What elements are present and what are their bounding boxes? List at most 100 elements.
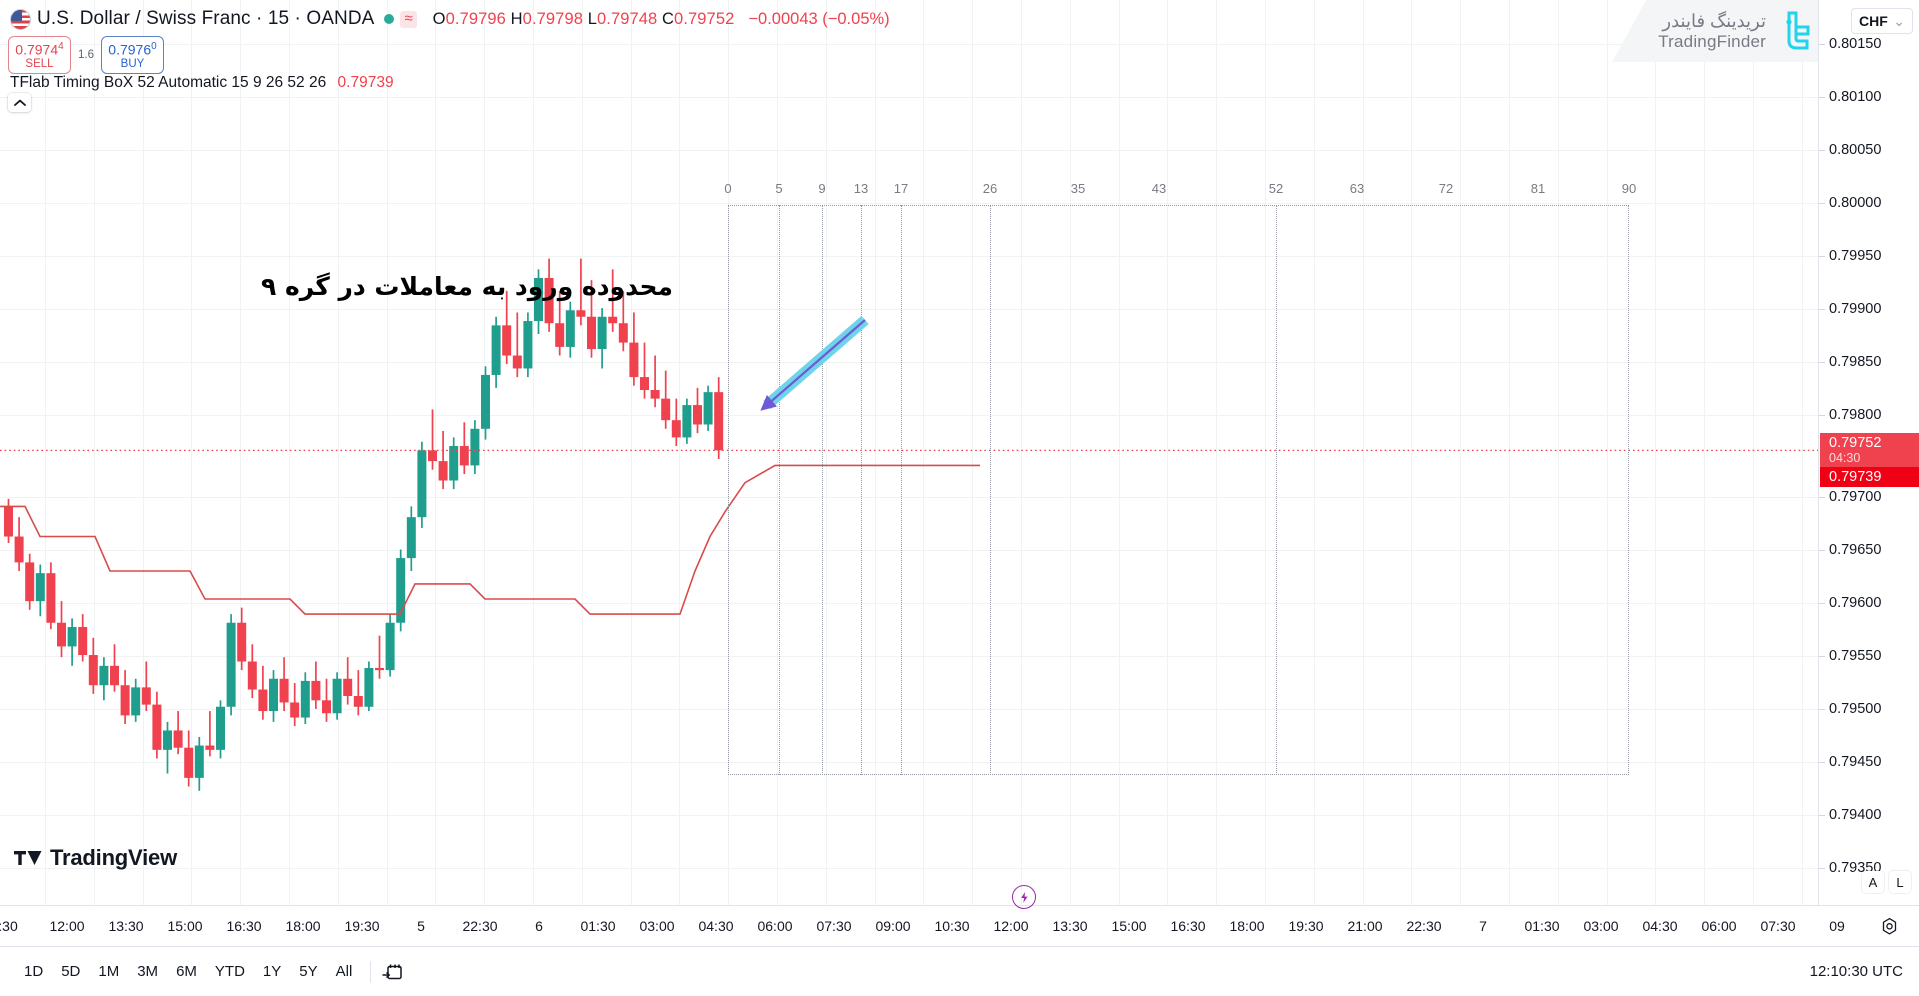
- time-axis-label: 03:00: [1583, 918, 1619, 934]
- price-axis-tick: [1819, 603, 1825, 604]
- buy-button[interactable]: 0.79760 BUY: [101, 36, 164, 74]
- gann-box-frame[interactable]: [728, 205, 1629, 775]
- currency-label: CHF: [1859, 13, 1888, 29]
- timeframe-button-1d[interactable]: 1D: [24, 963, 44, 980]
- candle-body: [449, 446, 459, 481]
- price-axis-label: 0.79400: [1829, 807, 1882, 823]
- gridline-vertical: [94, 0, 95, 905]
- go-to-date-icon[interactable]: [381, 961, 403, 983]
- gridline-horizontal: [0, 762, 1818, 763]
- candle-body: [57, 622, 66, 647]
- price-axis-tick: [1819, 709, 1825, 710]
- gridline-vertical: [387, 0, 388, 905]
- gridline-horizontal: [0, 656, 1818, 657]
- time-axis-label: 13:30: [108, 918, 144, 934]
- indicator-legend[interactable]: TFlab Timing BoX 52 Automatic 15 9 26 52…: [10, 74, 394, 92]
- us-flag-icon: [10, 8, 31, 30]
- gridline-horizontal: [0, 497, 1818, 498]
- timeframe-button-all[interactable]: All: [335, 963, 353, 980]
- ohlc-o-value: 0.79796: [445, 9, 506, 28]
- candle-body: [417, 450, 427, 518]
- candle-body: [650, 390, 660, 399]
- time-axis-label: 07:30: [816, 918, 852, 934]
- log-scale-button[interactable]: L: [1889, 871, 1911, 893]
- candle-body: [4, 506, 13, 537]
- time-axis-label: 09:00: [875, 918, 911, 934]
- price-axis-label: 0.79900: [1829, 301, 1882, 317]
- candle-body: [693, 405, 702, 425]
- chart-canvas[interactable]: 0 5 9 13 17 26 35 43 52 63 72 81 90 محدوده ورود به م…: [0, 0, 1818, 905]
- candle-body: [205, 745, 215, 750]
- time-axis-label: :30: [0, 918, 18, 934]
- sell-price: 0.79744: [15, 41, 64, 58]
- candle-body: [512, 355, 522, 369]
- timeframe-button-5d[interactable]: 5D: [61, 963, 81, 980]
- gridline-vertical: [143, 0, 144, 905]
- auto-scale-button[interactable]: A: [1862, 871, 1884, 893]
- gridline-vertical: [1655, 0, 1656, 905]
- gridline-vertical: [1265, 0, 1266, 905]
- timeframe-button-ytd[interactable]: YTD: [214, 963, 245, 980]
- candle-body: [247, 661, 257, 690]
- chart-legend[interactable]: U.S. Dollar / Swiss Franc · 15 · OANDA ≈…: [10, 8, 890, 30]
- time-axis-label: 09: [1829, 918, 1845, 934]
- price-axis-tick: [1819, 815, 1825, 816]
- market-open-dot-icon: [384, 14, 395, 24]
- gridline-vertical: [875, 0, 876, 905]
- candle-body: [216, 706, 225, 750]
- price-axis[interactable]: CHF ⌄ 0.80150 0.80100 0.80050 0.80000 0.7995…: [1818, 0, 1919, 905]
- timeframe-button-3m[interactable]: 3M: [137, 963, 159, 980]
- gridline-vertical: [338, 0, 339, 905]
- time-axis-label: 04:30: [698, 918, 734, 934]
- candle-body: [364, 667, 374, 707]
- timeframe-button-5y[interactable]: 5Y: [299, 963, 318, 980]
- chevron-down-icon[interactable]: ⌄: [1893, 12, 1905, 29]
- candle-body: [258, 689, 268, 712]
- candle-body: [300, 680, 310, 718]
- gann-level-label: 35: [1070, 181, 1086, 196]
- gann-level-label: 90: [1621, 181, 1637, 196]
- candle-body: [290, 702, 300, 718]
- candle-body: [35, 573, 45, 602]
- gridline-vertical: [45, 0, 46, 905]
- tradingfinder-logo-icon: [1786, 11, 1810, 50]
- replay-play-icon[interactable]: [1012, 885, 1036, 909]
- gridline-horizontal: [0, 415, 1818, 416]
- current-price-badge: 0.79752 04:30: [1820, 433, 1919, 468]
- timeframe-button-1m[interactable]: 1M: [98, 963, 120, 980]
- timeframe-button-6m[interactable]: 6M: [176, 963, 197, 980]
- toolbar-divider: [370, 960, 372, 983]
- price-axis-tick: [1819, 497, 1825, 498]
- axis-settings-icon[interactable]: [1880, 917, 1899, 936]
- symbol-title[interactable]: U.S. Dollar / Swiss Franc · 15 · OANDA: [37, 8, 375, 29]
- candle-body: [671, 420, 681, 438]
- candle-body: [226, 622, 236, 707]
- time-axis[interactable]: :30 12:00 13:30 15:00 16:30 18:00 19:30 5 22:30 6…: [0, 905, 1919, 946]
- time-axis-label: 5: [417, 918, 425, 934]
- gann-level-label: 52: [1268, 181, 1284, 196]
- price-axis-label: 0.80050: [1829, 142, 1882, 158]
- time-axis-label: 06:00: [1701, 918, 1737, 934]
- sell-button[interactable]: 0.79744 SELL: [8, 36, 71, 74]
- currency-selector[interactable]: CHF ⌄: [1851, 8, 1913, 34]
- time-axis-label: 19:30: [344, 918, 380, 934]
- sell-buy-widget[interactable]: 0.79744 SELL 1.6 0.79760 BUY: [8, 36, 164, 74]
- indicator-name[interactable]: TFlab Timing BoX 52 Automatic 15 9 26 52…: [10, 74, 327, 91]
- time-axis-label: 15:00: [1111, 918, 1147, 934]
- gridline-vertical: [191, 0, 192, 905]
- candle-body: [544, 277, 554, 324]
- gridline-vertical: [972, 0, 973, 905]
- axis-scale-controls[interactable]: A L: [1862, 871, 1911, 893]
- buy-price: 0.79760: [108, 41, 157, 58]
- bottom-toolbar[interactable]: 1D 5D 1M 3M 6M YTD 1Y 5Y All 12:10:30 UTC: [0, 946, 1919, 996]
- time-axis-label: 15:00: [167, 918, 203, 934]
- gann-level-label: 81: [1530, 181, 1546, 196]
- gridline-vertical: [1411, 0, 1412, 905]
- gridline-vertical: [1119, 0, 1120, 905]
- gann-level-label: 63: [1349, 181, 1365, 196]
- clock-time: 12:10:30 UTC: [1809, 963, 1903, 980]
- timeframe-button-1y[interactable]: 1Y: [262, 963, 282, 980]
- gann-divider: [990, 205, 991, 775]
- chevron-up-icon[interactable]: [8, 93, 31, 112]
